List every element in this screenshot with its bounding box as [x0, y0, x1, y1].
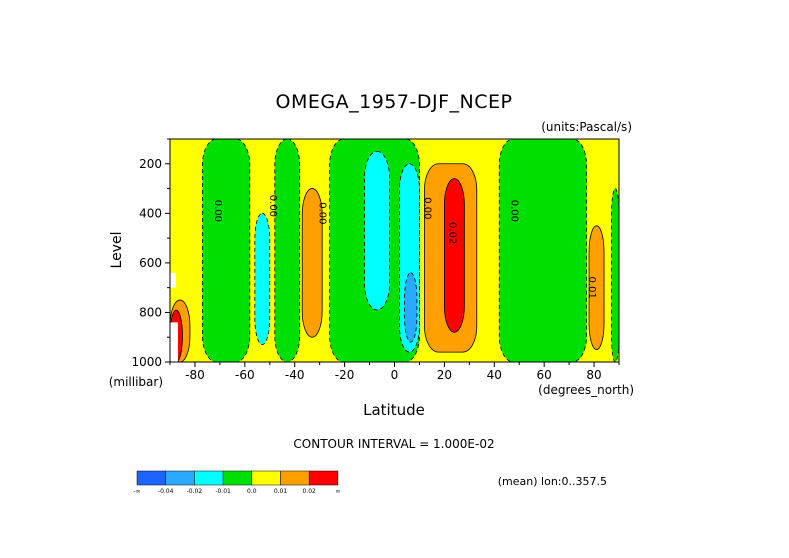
x-tick-label-6: 40 [487, 368, 502, 382]
x-tick-label-2: -40 [285, 368, 305, 382]
mean-note: (mean) lon:0..357.5 [498, 475, 607, 488]
chart-title: OMEGA_1957-DJF_NCEP [276, 91, 513, 113]
contour-region-11 [588, 225, 605, 351]
y-units-label: (millibar) [109, 375, 163, 389]
contour-label-1: 0.00 [267, 195, 278, 217]
x-tick-label-8: 80 [586, 368, 601, 382]
contour-region-6 [364, 150, 390, 311]
y-tick-label-3: 800 [139, 305, 162, 319]
x-tick-label-0: -80 [185, 368, 205, 382]
contour-region-8 [404, 272, 418, 343]
colorbar-label-0: -∞ [133, 488, 140, 495]
colorbar-label-7: ∞ [335, 488, 340, 495]
colorbar-label-4: 0.0 [247, 488, 257, 495]
x-tick-label-4: 0 [391, 368, 399, 382]
y-tick-label-2: 600 [139, 256, 162, 270]
colorbar-swatch-4 [251, 470, 281, 486]
contour-region-13 [443, 178, 465, 333]
colorbar-swatch-0 [136, 470, 166, 486]
y-tick-label-4: 1000 [131, 355, 162, 369]
colorbar-label-3: -0.01 [215, 488, 231, 495]
missing-data-patch [170, 272, 176, 288]
colorbar-swatch-1 [165, 470, 195, 486]
plot-area: 0.00 0.00 0.00 0.000.020.000.01200400600800… [131, 138, 620, 382]
units-label: (units:Pascal/s) [541, 120, 632, 134]
contour-region-4 [611, 188, 620, 363]
contour-interval-label: CONTOUR INTERVAL = 1.000E-02 [293, 437, 494, 451]
colorbar-label-2: -0.02 [187, 488, 203, 495]
colorbar-label-5: 0.01 [274, 488, 288, 495]
contour-label-0: 0.00 [212, 200, 223, 222]
contour-region-1 [274, 138, 301, 363]
contour-label-4: 0.02 [446, 222, 457, 244]
missing-data-patch-lower [170, 322, 178, 362]
contour-region-3 [498, 138, 587, 363]
x-units-label: (degrees_north) [538, 383, 634, 397]
colorbar-swatch-6 [308, 470, 339, 486]
contour-label-6: 0.01 [586, 277, 597, 299]
contour-region-5 [254, 212, 271, 346]
x-tick-label-7: 60 [537, 368, 552, 382]
colorbar: -∞ -0.04 -0.02 -0.01 0.0 0.01 0.02 ∞ [133, 470, 340, 495]
x-tick-label-5: 20 [437, 368, 452, 382]
x-tick-label-1: -60 [235, 368, 255, 382]
colorbar-swatch-5 [280, 470, 310, 486]
y-axis-label: Level [109, 232, 125, 269]
y-tick-label-0: 200 [139, 157, 162, 171]
contour-label-5: 0.00 [509, 200, 520, 222]
x-tick-label-3: -20 [335, 368, 355, 382]
contour-region-0 [202, 138, 251, 363]
colorbar-swatch-2 [194, 470, 224, 486]
contour-label-2: 0.00 [317, 202, 328, 224]
contour-region-9 [301, 188, 323, 338]
colorbar-label-6: 0.02 [303, 488, 317, 495]
colorbar-swatch-3 [222, 470, 253, 486]
y-tick-label-1: 400 [139, 206, 162, 220]
x-axis-label: Latitude [363, 401, 425, 419]
colorbar-label-1: -0.04 [158, 488, 174, 495]
contour-label-3: 0.00 [421, 197, 432, 219]
